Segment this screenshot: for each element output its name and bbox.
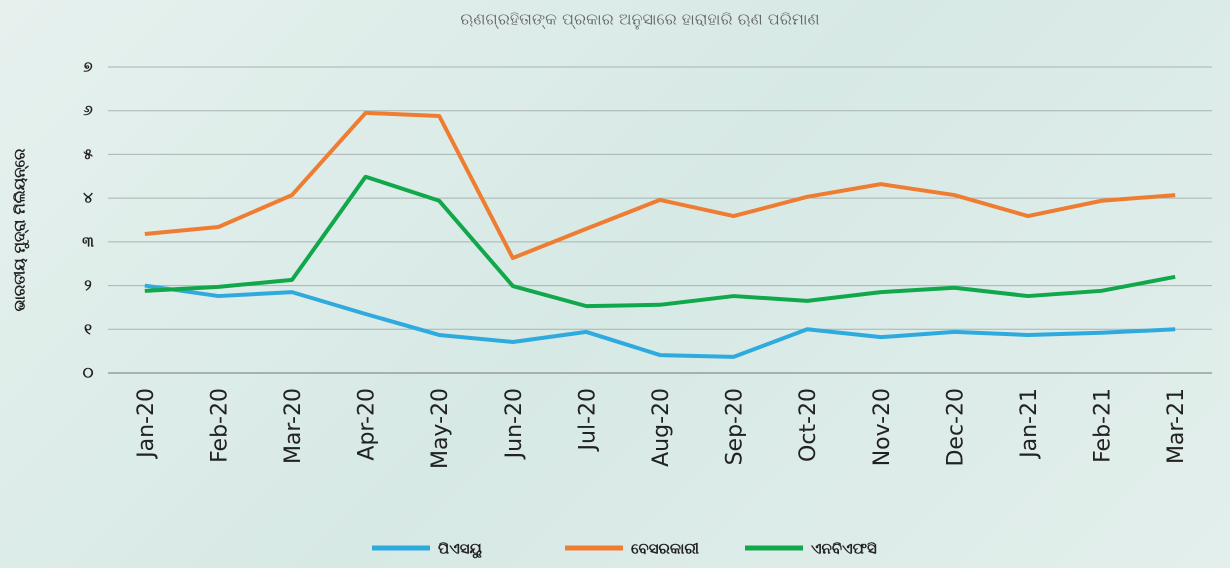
y-axis-label: ଭାରତୀୟ ମୁଦ୍ରା ମିଲିୟନ୍‌ରେ [11,148,30,311]
y-tick-label: ୫ [83,145,93,163]
y-tick-label: ୩ [82,232,94,250]
legend-label: ଏନବିଏଫସି [811,540,877,558]
x-tick-label: Mar-20 [281,388,306,464]
x-tick-label: Dec-20 [943,388,968,467]
y-tick-label: ୨ [84,276,92,294]
y-tick-label: ୪ [83,189,93,207]
x-tick-label: Sep-20 [723,388,748,465]
x-tick-label: Mar-21 [1164,388,1189,464]
chart: ଋଣଗ୍ରହିତାଙ୍କ ପ୍ରକାର ଅନୁସାରେ ହାରାହାରି ଋଣ … [0,0,1230,568]
x-tick-label: Jul-20 [575,388,600,452]
x-tick-label: Feb-20 [207,388,232,463]
y-tick-label: ୬ [83,101,93,119]
x-tick-label: Aug-20 [649,388,674,467]
legend-label: ବେସରକାରୀ [631,540,700,558]
y-tick-label: ୧ [84,320,92,338]
line-series [145,113,1175,258]
y-tick-label: ୦ [83,364,94,382]
x-tick-label: Jan-21 [1017,388,1042,460]
x-tick-label: May-20 [428,388,453,469]
x-tick-label: Jan-20 [134,388,159,460]
x-tick-label: Jun-20 [502,388,527,460]
legend-label: ପିଏସୟୁ [438,540,483,559]
x-tick-label: Apr-20 [355,388,380,461]
x-tick-label: Nov-20 [870,388,895,466]
x-tick-label: Feb-21 [1091,388,1116,463]
chart-title: ଋଣଗ୍ରହିତାଙ୍କ ପ୍ରକାର ଅନୁସାରେ ହାରାହାରି ଋଣ … [460,10,819,30]
y-tick-label: ୭ [83,58,92,76]
x-tick-label: Oct-20 [796,388,821,462]
